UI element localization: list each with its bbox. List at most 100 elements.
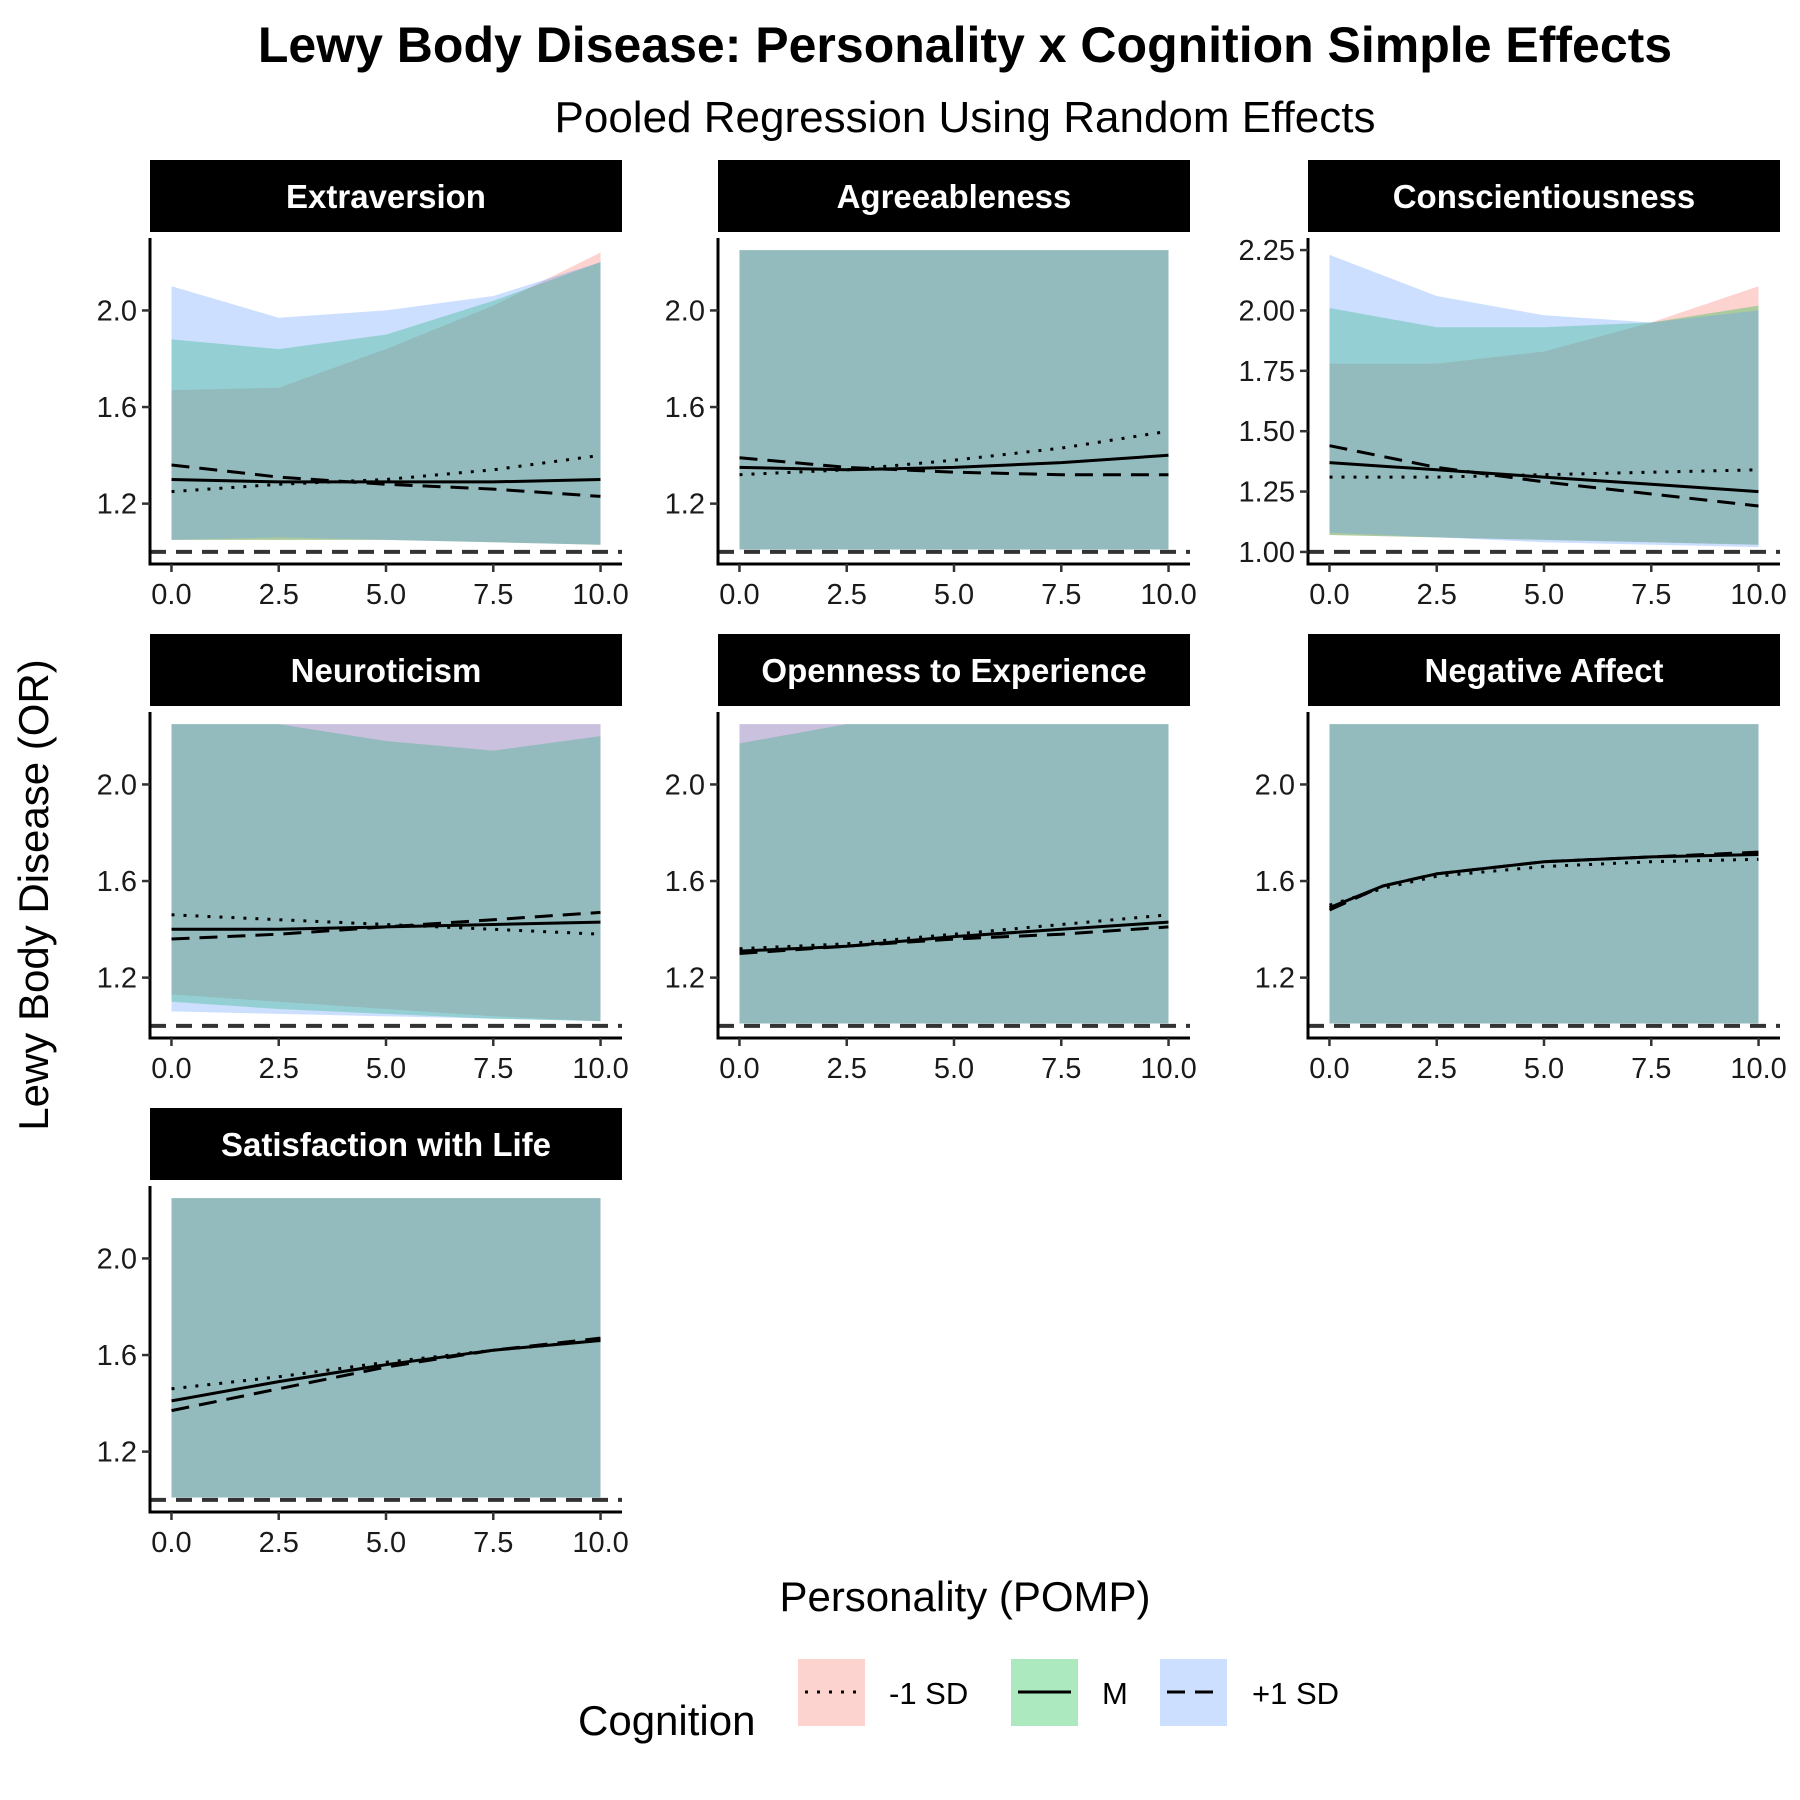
x-tick-label: 5.0 xyxy=(1524,1053,1564,1085)
ribbon-minus1 xyxy=(1329,286,1759,545)
y-tick-label: 2.0 xyxy=(97,769,137,801)
y-tick-label: 1.6 xyxy=(97,866,137,898)
x-tick-label: 7.5 xyxy=(1041,1053,1081,1085)
panel-satisfaction-with-life: Satisfaction with Life 1.2 1.6 2.0 0.0 2.5 5.0… xyxy=(97,1108,629,1559)
strip-openness-to-experience xyxy=(718,634,1190,706)
y-tick-label: 1.2 xyxy=(97,963,137,995)
y-tick-label: 2.25 xyxy=(1239,235,1295,267)
x-tick-label: 0.0 xyxy=(151,1053,191,1085)
ribbon-mean xyxy=(171,262,601,545)
y-tick-label: 1.25 xyxy=(1239,477,1295,509)
ribbon-plus1 xyxy=(171,262,601,545)
line-plus1 xyxy=(171,1336,601,1413)
y-tick-label: 2.0 xyxy=(97,295,137,327)
y-tick-label: 1.2 xyxy=(1255,963,1295,995)
x-tick-label: 0.0 xyxy=(151,1527,191,1559)
panel-conscientiousness: Conscientiousness 1.00 1.25 1.50 1.75 2.00 2.2… xyxy=(1239,160,1787,611)
strip-negative-affect xyxy=(1308,634,1780,706)
line-plus1 xyxy=(171,910,601,941)
y-tick-label: 2.00 xyxy=(1239,295,1295,327)
x-tick-label: 10.0 xyxy=(1730,579,1786,611)
ribbon-minus1 xyxy=(1329,724,1759,1024)
x-tick-label: 0.0 xyxy=(151,579,191,611)
y-tick-label: 1.6 xyxy=(97,1340,137,1372)
x-tick-label: 10.0 xyxy=(572,1527,628,1559)
legend-title: Cognition xyxy=(578,1697,755,1744)
line-plus1 xyxy=(1328,850,1759,912)
ribbon-mean xyxy=(1329,724,1759,1024)
legend-key-plus1: +1 SD xyxy=(1160,1659,1339,1726)
x-tick-label: 10.0 xyxy=(1730,1053,1786,1085)
y-tick-label: 1.6 xyxy=(665,866,705,898)
x-tick-label: 2.5 xyxy=(827,579,867,611)
strip-satisfaction-with-life xyxy=(150,1108,622,1180)
ribbon-plus1 xyxy=(171,1198,601,1498)
line-mean xyxy=(171,478,601,484)
ribbon-minus1 xyxy=(171,724,601,1022)
strip-agreeableness xyxy=(718,160,1190,232)
line-plus1 xyxy=(171,463,601,498)
legend-label: -1 SD xyxy=(889,1676,968,1711)
y-tick-label: 1.2 xyxy=(97,489,137,521)
panel-extraversion: Extraversion 1.2 1.6 2.0 0.0 2.5 5.0 7.5 10.0 xyxy=(97,160,629,611)
x-tick-label: 0.0 xyxy=(719,579,759,611)
y-tick-label: 2.0 xyxy=(97,1243,137,1275)
ribbon-minus1 xyxy=(171,1198,601,1498)
x-tick-label: 10.0 xyxy=(572,1053,628,1085)
plot-area-negative-affect xyxy=(1328,724,1759,1024)
strip-label-satisfaction-with-life: Satisfaction with Life xyxy=(221,1126,551,1163)
x-tick-label: 7.5 xyxy=(473,579,513,611)
legend: Cognition -1 SD M +1 SD xyxy=(578,1659,1339,1744)
ribbon-minus1 xyxy=(171,252,601,545)
x-tick-label: 2.5 xyxy=(1417,1053,1457,1085)
x-tick-label: 2.5 xyxy=(259,1053,299,1085)
strip-label-negative-affect: Negative Affect xyxy=(1424,652,1663,689)
ribbon-mean xyxy=(171,724,601,1022)
x-tick-label: 2.5 xyxy=(259,579,299,611)
y-tick-label: 1.2 xyxy=(665,963,705,995)
strip-label-agreeableness: Agreeableness xyxy=(837,178,1072,215)
panel-negative-affect: Negative Affect 1.2 1.6 2.0 0.0 2.5 5.0 7.5 10.0 xyxy=(1255,634,1787,1085)
legend-label: M xyxy=(1102,1676,1128,1711)
ribbon-minus1 xyxy=(739,724,1169,1024)
x-tick-label: 0.0 xyxy=(719,1053,759,1085)
chart-subtitle: Pooled Regression Using Random Effects xyxy=(555,93,1376,142)
plot-area-openness-to-experience xyxy=(739,724,1169,1024)
x-tick-label: 7.5 xyxy=(1631,1053,1671,1085)
x-tick-label: 5.0 xyxy=(366,579,406,611)
plot-area-agreeableness xyxy=(739,250,1169,550)
y-tick-label: 1.6 xyxy=(97,392,137,424)
ribbon-mean xyxy=(739,724,1169,1024)
x-tick-label: 5.0 xyxy=(366,1053,406,1085)
x-tick-label: 0.0 xyxy=(1309,579,1349,611)
y-tick-label: 2.0 xyxy=(665,769,705,801)
strip-conscientiousness xyxy=(1308,160,1780,232)
panel-neuroticism: Neuroticism 1.2 1.6 2.0 0.0 2.5 5.0 7.5 10.0 xyxy=(97,634,629,1085)
line-mean xyxy=(739,453,1169,472)
strip-label-openness-to-experience: Openness to Experience xyxy=(761,652,1146,689)
chart-title: Lewy Body Disease: Personality x Cogniti… xyxy=(258,17,1672,73)
x-tick-label: 7.5 xyxy=(473,1053,513,1085)
y-tick-label: 2.0 xyxy=(1255,769,1295,801)
x-tick-label: 2.5 xyxy=(1417,579,1457,611)
ribbon-plus1 xyxy=(171,724,601,1022)
y-axis-title: Lewy Body Disease (OR) xyxy=(10,659,57,1131)
ribbon-mean xyxy=(171,1198,601,1498)
legend-label: +1 SD xyxy=(1252,1676,1339,1711)
strip-label-neuroticism: Neuroticism xyxy=(291,652,482,689)
y-tick-label: 2.0 xyxy=(665,295,705,327)
y-tick-label: 1.2 xyxy=(97,1437,137,1469)
strip-label-conscientiousness: Conscientiousness xyxy=(1393,178,1696,215)
plot-area-conscientiousness xyxy=(1329,254,1759,548)
x-axis-title: Personality (POMP) xyxy=(779,1573,1150,1620)
panel-openness-to-experience: Openness to Experience 1.2 1.6 2.0 0.0 2.5 5.0… xyxy=(665,634,1197,1085)
plot-area-extraversion xyxy=(171,252,601,545)
y-tick-label: 1.00 xyxy=(1239,537,1295,569)
plot-area-neuroticism xyxy=(171,724,601,1022)
x-tick-label: 7.5 xyxy=(473,1527,513,1559)
line-mean xyxy=(1329,461,1759,494)
panel-agreeableness: Agreeableness 1.2 1.6 2.0 0.0 2.5 5.0 7.5 10.0 xyxy=(665,160,1197,611)
plot-area-satisfaction-with-life xyxy=(171,1198,601,1498)
x-tick-label: 2.5 xyxy=(827,1053,867,1085)
